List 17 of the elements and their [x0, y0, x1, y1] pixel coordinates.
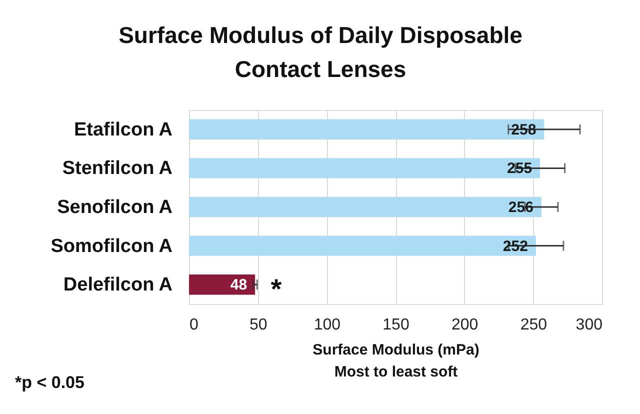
y-tick-label: Delefilcon A — [63, 274, 173, 296]
x-tick-label: 200 — [451, 316, 478, 334]
annotation: * — [270, 274, 282, 305]
x-tick-label: 250 — [520, 316, 548, 334]
x-axis-title: Surface Modulus (mPa) Most to least soft — [312, 342, 480, 380]
text: *p < 0.05 — [15, 373, 84, 392]
x-tick-label: 100 — [314, 316, 341, 334]
y-tick-label: Somofilcon A — [50, 236, 173, 257]
y-tick-label: Stenfilcon A — [62, 158, 173, 180]
y-tick-label: Etafilcon A — [74, 119, 173, 140]
y-tick-label: Senofilcon A — [57, 197, 173, 218]
x-tick-label: 0 — [190, 316, 198, 334]
data-label: 48 — [230, 276, 248, 294]
x-tick-label: 300 — [576, 316, 603, 334]
x-tick-label: 50 — [249, 316, 268, 334]
x-tick-label: 150 — [382, 316, 410, 334]
chart-title: Surface Modulus of Daily Disposable Contact Lenses — [118, 22, 522, 82]
